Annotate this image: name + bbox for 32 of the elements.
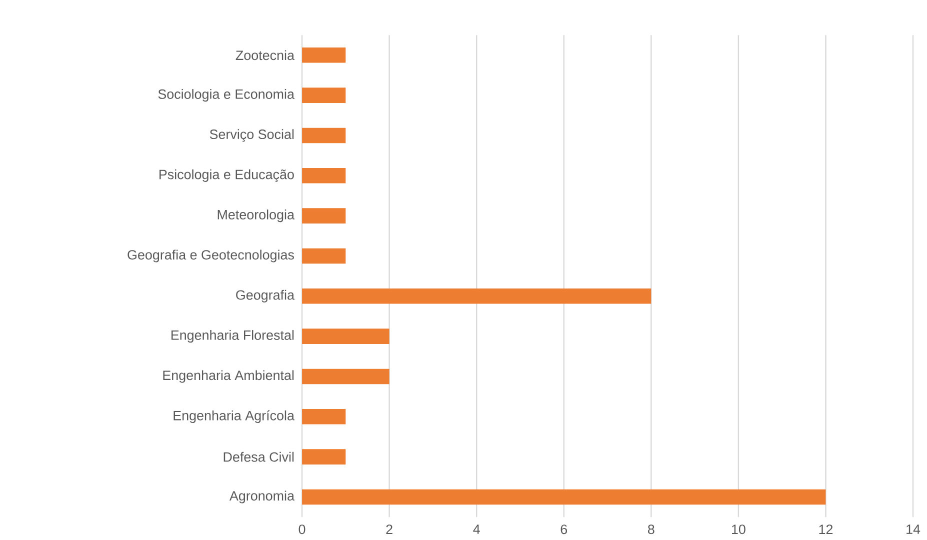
bar xyxy=(302,208,346,224)
bar xyxy=(302,409,346,424)
x-tick-label: 10 xyxy=(732,524,746,534)
x-tick-label: 6 xyxy=(560,524,568,534)
y-tick-label: Engenharia Agrícola xyxy=(174,410,294,424)
y-tick-label: Agronomia xyxy=(229,490,294,504)
bar xyxy=(302,128,346,144)
y-tick-label: Defesa Civil xyxy=(224,452,294,462)
y-tick-label: Engenharia Florestal xyxy=(171,330,294,343)
y-tick-label: Psicologia e Educação xyxy=(160,169,294,182)
bar xyxy=(302,48,346,63)
x-tick-label: 8 xyxy=(648,524,654,534)
y-tick-label: Serviço Social xyxy=(210,129,294,142)
x-tick-label: 4 xyxy=(473,524,480,534)
x-tick-label: 14 xyxy=(906,524,920,534)
y-tick-label: Zootecnia xyxy=(236,50,294,60)
bar xyxy=(302,88,346,103)
y-tick-label: Geografia e Geotecnologias xyxy=(128,250,294,262)
x-tick-label: 0 xyxy=(298,524,306,534)
bar xyxy=(302,168,346,184)
bar xyxy=(302,248,346,264)
bar xyxy=(302,288,652,304)
x-tick-label: 2 xyxy=(386,524,392,534)
bar xyxy=(302,328,390,344)
y-tick-label: Meteorologia xyxy=(218,210,294,222)
x-tick-label: 12 xyxy=(819,524,833,534)
bar xyxy=(302,489,826,505)
y-tick-label: Engenharia Ambiental xyxy=(163,370,294,383)
y-tick-label: Sociologia e Economia xyxy=(158,89,294,102)
bar xyxy=(302,449,346,464)
bar xyxy=(302,368,390,384)
y-tick-label: Geografia xyxy=(236,290,294,302)
